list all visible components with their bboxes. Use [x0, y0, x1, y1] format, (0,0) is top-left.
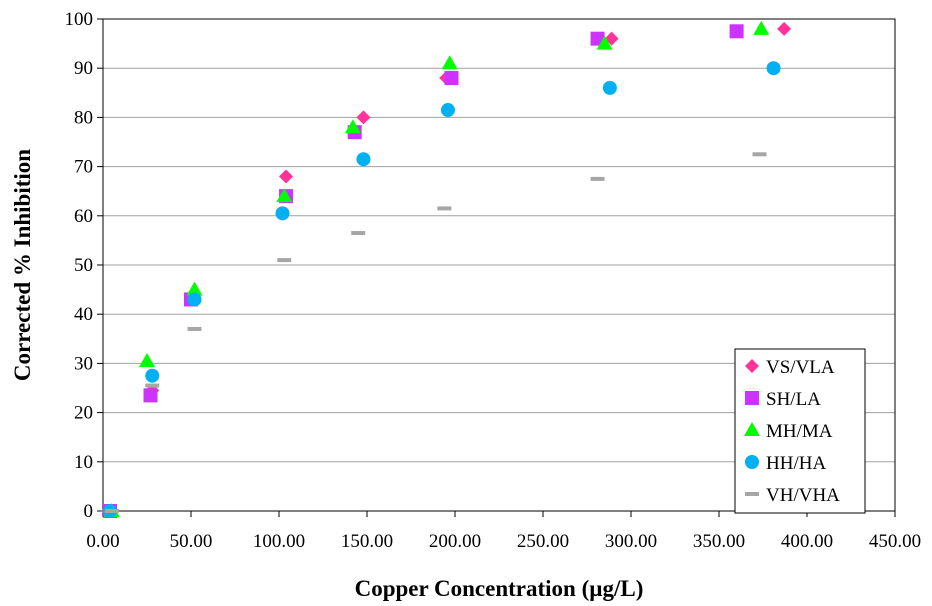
data-point — [104, 509, 119, 513]
x-tick-label: 300.00 — [605, 531, 657, 552]
data-point — [356, 110, 371, 125]
data-point — [187, 292, 202, 307]
data-point — [275, 206, 290, 221]
data-point — [187, 326, 202, 331]
x-tick-label: 400.00 — [781, 531, 833, 552]
y-tick-label: 100 — [65, 9, 94, 30]
legend-label: HH/HA — [766, 453, 826, 474]
data-point — [440, 103, 455, 118]
legend-swatch — [745, 359, 759, 373]
x-tick-label: 150.00 — [341, 531, 393, 552]
data-point — [777, 21, 792, 36]
gridlines — [103, 67, 895, 463]
series-vh-vha — [104, 152, 767, 513]
legend-entry: HH/HA — [745, 453, 826, 474]
x-tick-label: 0.00 — [86, 531, 119, 552]
legend-label: VS/VLA — [766, 357, 835, 378]
legend-swatch — [745, 492, 759, 496]
y-axis-title: Corrected % Inhibition — [10, 149, 35, 381]
series-sh-la — [103, 24, 744, 518]
legend-label: VH/VHA — [766, 485, 840, 506]
data-point — [344, 119, 361, 134]
data-point — [356, 152, 371, 167]
y-tick-label: 40 — [74, 304, 93, 325]
data-point — [437, 206, 452, 211]
data-point — [139, 352, 155, 367]
legend-entry: VH/VHA — [745, 485, 840, 506]
legend-swatch — [745, 391, 759, 405]
y-axis-ticks: 0 10 20 30 40 50 60 70 80 90 100 — [65, 9, 103, 522]
data-point — [441, 55, 458, 70]
legend-swatch — [745, 455, 759, 469]
data-point — [143, 388, 158, 403]
data-point — [766, 61, 781, 76]
data-point — [351, 231, 366, 236]
y-tick-label: 70 — [74, 157, 93, 178]
data-point — [145, 383, 160, 388]
series-mh-ma — [103, 20, 770, 517]
x-tick-label: 250.00 — [517, 531, 569, 552]
y-tick-label: 80 — [74, 107, 93, 128]
y-tick-label: 0 — [84, 501, 94, 522]
data-point — [145, 368, 160, 383]
legend-items: VS/VLA SH/LA MH/MA HH/HA VH/VHA — [744, 357, 840, 506]
x-tick-label: 450.00 — [869, 531, 921, 552]
series-vs-vla — [101, 21, 792, 518]
y-tick-label: 30 — [74, 353, 93, 374]
data-point — [186, 281, 203, 296]
data-point — [729, 24, 744, 39]
x-axis-title: Copper Concentration (µg/L) — [355, 576, 644, 601]
data-point — [596, 35, 613, 50]
x-tick-label: 50.00 — [170, 531, 213, 552]
data-point — [277, 258, 292, 263]
y-tick-label: 10 — [74, 452, 93, 473]
x-tick-label: 100.00 — [253, 531, 305, 552]
legend-entry: VS/VLA — [745, 357, 835, 378]
data-series — [101, 20, 792, 518]
series-hh-ha — [103, 61, 781, 518]
y-tick-label: 50 — [74, 255, 93, 276]
y-tick-label: 20 — [74, 403, 93, 424]
y-tick-label: 90 — [74, 58, 93, 79]
data-point — [276, 188, 293, 203]
legend-entry: MH/MA — [744, 421, 833, 442]
data-point — [752, 152, 767, 157]
legend-entry: SH/LA — [745, 389, 821, 410]
y-tick-label: 60 — [74, 206, 93, 227]
data-point — [444, 71, 459, 86]
legend-swatch — [744, 422, 760, 436]
data-point — [590, 176, 605, 181]
data-point — [753, 20, 770, 35]
x-tick-label: 350.00 — [693, 531, 745, 552]
legend: VS/VLA SH/LA MH/MA HH/HA VH/VHA — [734, 348, 866, 514]
data-point — [279, 169, 294, 184]
legend-label: MH/MA — [766, 421, 833, 442]
data-point — [602, 80, 617, 95]
legend-label: SH/LA — [766, 389, 821, 410]
x-axis-ticks: 0.00 50.00 100.00 150.00 200.00 250.00 300.00 3… — [86, 511, 921, 552]
x-tick-label: 200.00 — [429, 531, 481, 552]
